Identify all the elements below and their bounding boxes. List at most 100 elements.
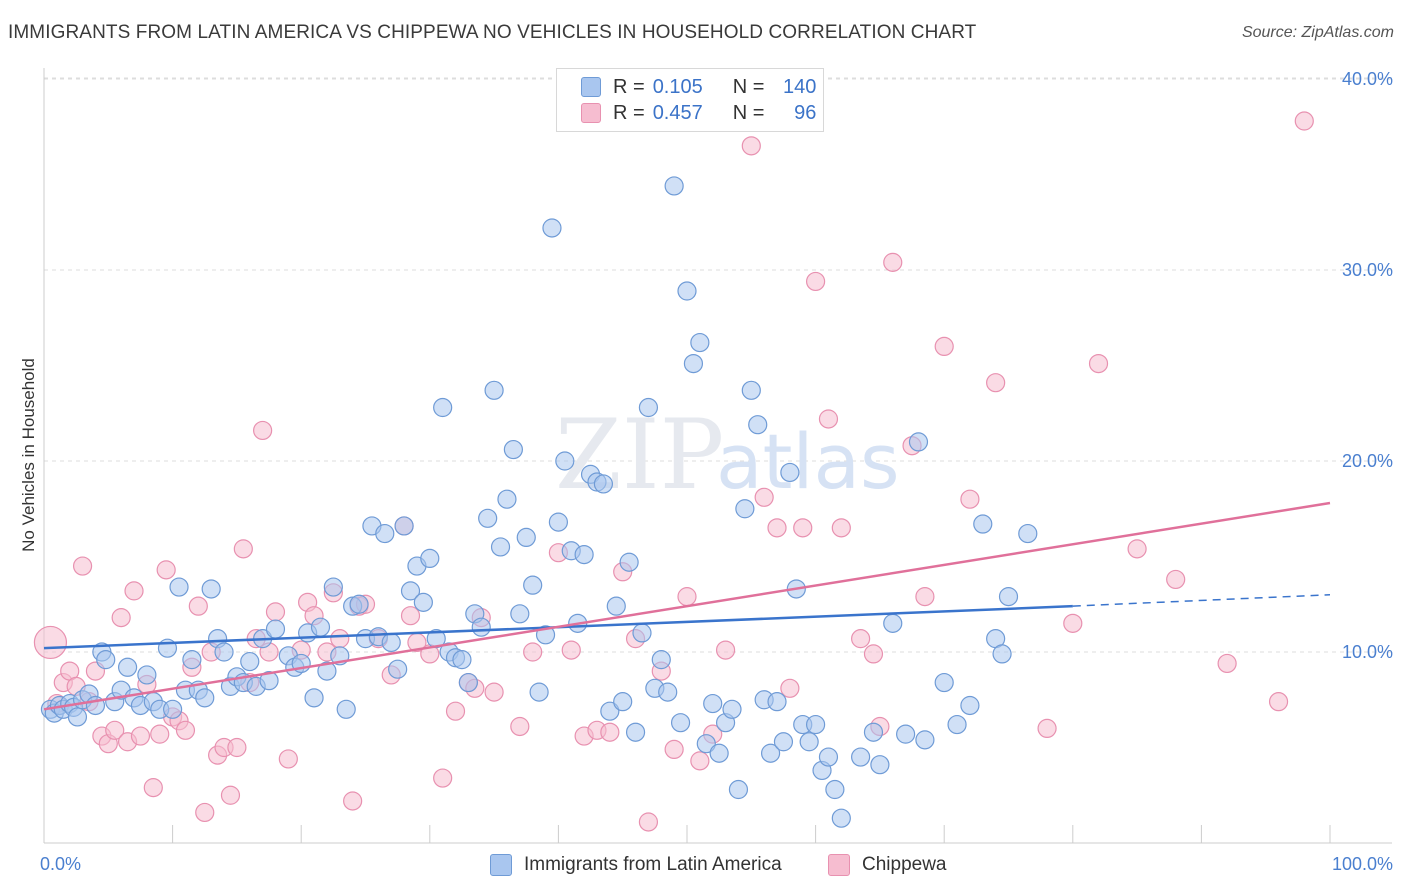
y-axis-label: No Vehicles in Household [19, 358, 38, 552]
latin-america-point [625, 722, 646, 742]
latin-america-point [240, 651, 260, 672]
chippewa-point [715, 640, 736, 660]
latin-america-point [304, 688, 324, 708]
latin-america-point [831, 808, 851, 828]
chippewa-point [851, 629, 871, 649]
latin-america-point [458, 672, 478, 693]
chippewa-point [818, 409, 839, 429]
latin-america-point [658, 682, 678, 702]
chippewa-point [175, 720, 196, 740]
legend-r-value: 0.457 [652, 101, 703, 124]
latin-america-point [998, 587, 1019, 607]
bottom-legend-swatch-pink [828, 854, 850, 876]
chippewa-point [150, 724, 170, 744]
latin-america-point [735, 499, 755, 519]
latin-america-point [317, 661, 337, 681]
latin-america-point [863, 722, 884, 742]
chippewa-point [1217, 653, 1237, 674]
latin-america-point [375, 523, 395, 544]
chippewa-point [105, 720, 125, 740]
chippewa-point [780, 678, 800, 698]
latin-america-point [323, 577, 343, 597]
latin-america-point [767, 692, 787, 712]
chippewa-point [188, 596, 208, 616]
latin-america-point [870, 755, 890, 775]
latin-america-point [773, 732, 794, 752]
latin-america-point [510, 604, 530, 624]
latin-america-point [851, 747, 871, 767]
latin-america-point [516, 527, 536, 548]
chippewa-point [793, 518, 813, 538]
chippewa-point [233, 539, 253, 559]
latin-america-point [394, 516, 414, 536]
legend-n-label: N = [732, 75, 765, 98]
bottom-legend-latin-america: Immigrants from Latin America [490, 852, 782, 878]
correlation-legend: R = 0.105 N = 140 R = 0.457 N = 96 [556, 68, 824, 132]
chippewa-point [690, 751, 710, 771]
latin-america-point [606, 596, 626, 616]
latin-america-point [632, 623, 652, 643]
y-tick-label: 30.0% [1342, 260, 1393, 280]
chippewa-point [156, 560, 176, 580]
latin-america-point [195, 688, 215, 708]
legend-n-value: 140 [783, 75, 817, 98]
legend-swatch-pink [581, 103, 601, 123]
latin-america-point [760, 743, 781, 763]
chippewa-point [523, 642, 543, 662]
latin-america-point [490, 537, 511, 557]
y-tick-label: 10.0% [1342, 642, 1393, 662]
legend-n-value: 96 [794, 101, 817, 124]
chippewa-trend-line [43, 501, 1331, 711]
latin-america-point [265, 619, 286, 639]
bottom-legend-swatch-blue [490, 854, 512, 876]
latin-america-point [548, 512, 569, 532]
latin-america-point [651, 650, 671, 670]
latin-america-point [741, 380, 761, 400]
latin-america-point [523, 575, 543, 595]
chippewa-point [1088, 353, 1109, 374]
chippewa-point [510, 716, 530, 737]
chippewa-point [445, 701, 466, 721]
latin-america-point [992, 644, 1012, 664]
latin-america-point [542, 218, 562, 238]
chippewa-point [433, 768, 453, 788]
legend-row-chippewa: R = 0.457 N = 96 [581, 101, 816, 125]
chippewa-point [143, 778, 163, 798]
latin-america-point [728, 779, 749, 800]
x-tick-label: 100.0% [1332, 854, 1393, 874]
latin-america-point [96, 650, 116, 670]
chippewa-point [831, 518, 851, 538]
watermark: ZIP atlas [555, 399, 900, 511]
chippewa-point [1127, 539, 1147, 559]
legend-r-label: R = [613, 75, 645, 98]
bottom-legend-chippewa: Chippewa [828, 852, 947, 878]
latin-america-point [471, 617, 491, 637]
chippewa-point [195, 802, 215, 823]
chippewa-point [330, 629, 350, 649]
chart-source: Source: ZipAtlas.com [1241, 24, 1394, 41]
chippewa-point [130, 726, 151, 746]
latin-america-point [497, 489, 517, 509]
latin-america-point [593, 474, 614, 494]
latin-america-point [818, 747, 839, 767]
latin-america-point [780, 462, 800, 483]
legend-n-label: N = [732, 101, 765, 124]
latin-america-point [555, 451, 575, 471]
grid-layer [44, 77, 1392, 653]
latin-america-point [201, 579, 221, 599]
chippewa-point [915, 587, 935, 607]
chippewa-point [561, 640, 581, 660]
chippewa-point [1294, 111, 1314, 131]
latin-america-point [381, 632, 401, 653]
chippewa-points [33, 96, 1314, 832]
latin-america-point [388, 659, 408, 679]
chippewa-point [883, 252, 903, 272]
chippewa-point [33, 625, 68, 660]
latin-america-trend-extension [1072, 593, 1331, 607]
latin-america-point [960, 695, 980, 716]
latin-america-point [169, 577, 189, 597]
latin-america-point [452, 650, 472, 670]
latin-america-point [896, 724, 916, 744]
latin-america-point [163, 699, 183, 719]
